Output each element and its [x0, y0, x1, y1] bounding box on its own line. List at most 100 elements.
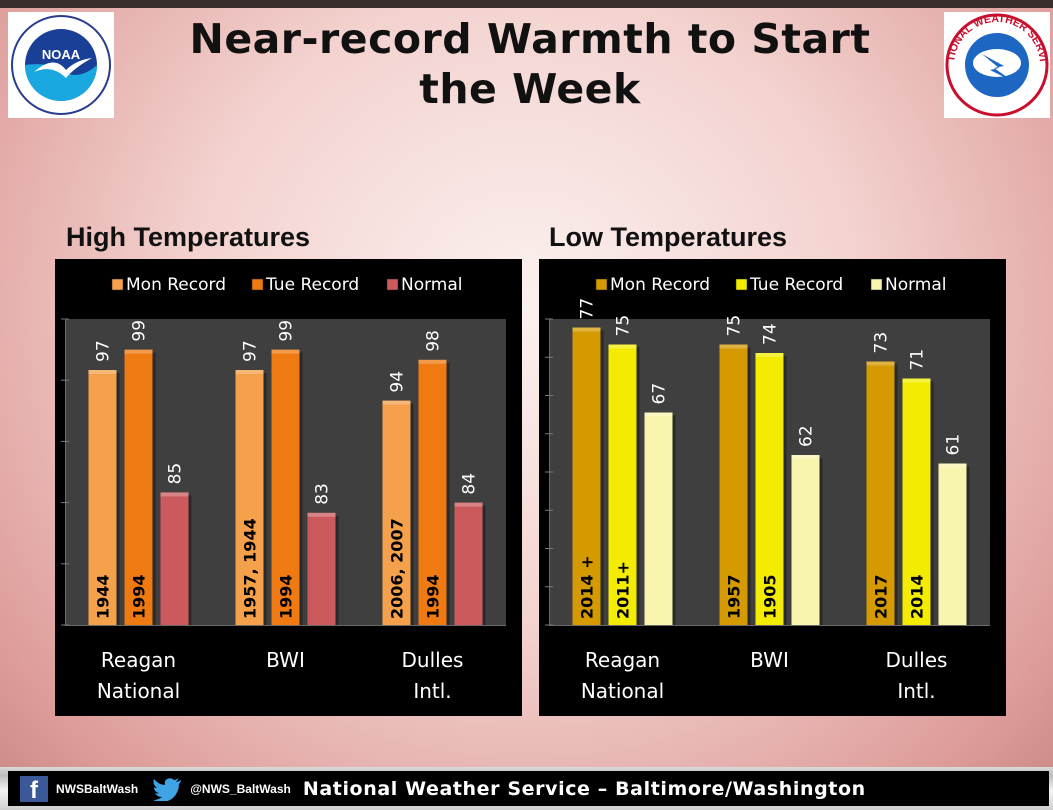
legend-swatch: [386, 278, 399, 291]
high-chart-svg: Mon Record Tue Record Normal 97 1944 99 1994 85…: [61, 275, 506, 703]
bar-value-label: 97: [94, 340, 114, 362]
bar-value-label: 83: [313, 483, 333, 505]
bar-highlight: [902, 378, 931, 383]
bar-highlight: [755, 353, 784, 357]
bar-record-year-label: 2011+: [614, 561, 633, 619]
bar-record-year-label: 1944: [94, 574, 113, 619]
legend-swatch: [870, 278, 883, 291]
high-temperatures-chart: Mon Record Tue Record Normal 97 1944 99 1994 85…: [55, 259, 522, 716]
facebook-handle[interactable]: NWSBaltWash: [56, 781, 139, 796]
bar-highlight: [382, 400, 411, 405]
bar-value-label: 74: [761, 323, 781, 345]
bar: [160, 492, 189, 625]
bar-highlight: [719, 344, 748, 349]
bar: [572, 327, 601, 625]
high-temperatures-heading: High Temperatures: [66, 222, 311, 252]
bar-value-label: 98: [424, 330, 444, 352]
x-category-label: Intl.: [413, 679, 451, 703]
noaa-logo: NOAA: [8, 12, 114, 118]
x-category-label: Reagan: [585, 648, 660, 672]
legend-swatch: [251, 278, 264, 291]
bar-highlight: [418, 359, 447, 364]
bar: [644, 412, 673, 625]
x-category-label: National: [97, 679, 180, 703]
twitter-bird-icon[interactable]: [152, 777, 182, 801]
bar-highlight: [454, 502, 483, 507]
bar-record-year-label: 1905: [761, 574, 780, 619]
bar: [938, 463, 967, 625]
low-temperatures-chart: Mon Record Tue Record Normal 77 2014 + 75 2011…: [539, 259, 1006, 716]
bar-highlight: [124, 349, 153, 354]
bar-highlight: [866, 361, 895, 366]
bar-value-label: 97: [241, 340, 261, 362]
bar-value-label: 84: [460, 473, 480, 495]
footer: f NWSBaltWash @NWS_BaltWash National Wea…: [0, 767, 1053, 810]
bar-record-year-label: 1994: [277, 574, 296, 619]
x-category-label: Dulles: [402, 648, 464, 672]
bar-highlight: [160, 492, 189, 497]
bar-highlight: [938, 463, 967, 468]
bar-value-label: 85: [166, 463, 186, 485]
facebook-icon[interactable]: f: [20, 775, 48, 804]
legend-label: Mon Record: [610, 275, 710, 295]
x-category-label: BWI: [266, 648, 305, 672]
bar: [454, 502, 483, 625]
bar-record-year-label: 2006, 2007: [388, 518, 407, 619]
bar-value-label: 67: [650, 383, 670, 405]
low-temperatures-heading: Low Temperatures: [549, 222, 788, 252]
bar-value-label: 99: [130, 320, 150, 342]
bar: [755, 353, 784, 625]
bar: [418, 359, 447, 625]
bar-highlight: [235, 370, 264, 374]
low-chart-svg: Mon Record Tue Record Normal 77 2014 + 75 2011…: [545, 275, 990, 703]
bar-value-label: 62: [797, 425, 817, 447]
bar-value-label: 71: [908, 349, 928, 371]
legend-swatch: [111, 278, 124, 291]
bar-record-year-label: 2014 +: [578, 555, 597, 619]
bar: [902, 378, 931, 625]
top-border: [0, 0, 1053, 8]
bar-value-label: 75: [725, 315, 745, 337]
legend-swatch: [595, 278, 608, 291]
bar-value-label: 73: [872, 332, 892, 354]
legend-label: Normal: [401, 275, 463, 295]
legend-label: Tue Record: [265, 275, 359, 295]
bar-value-label: 61: [944, 434, 964, 456]
bar: [866, 361, 895, 625]
bar: [608, 344, 637, 625]
legend-label: Tue Record: [749, 275, 843, 295]
twitter-handle[interactable]: @NWS_BaltWash: [190, 781, 291, 796]
bar-value-label: 94: [388, 371, 408, 393]
footer-title: National Weather Service – Baltimore/Was…: [302, 777, 866, 800]
bar-highlight: [88, 370, 117, 374]
bar: [235, 370, 264, 625]
bar: [88, 370, 117, 625]
bar: [307, 512, 336, 625]
bar: [271, 349, 300, 625]
bar: [382, 400, 411, 625]
bar-record-year-label: 2017: [872, 574, 891, 619]
x-category-label: National: [581, 679, 664, 703]
legend-swatch: [735, 278, 748, 291]
bar-highlight: [307, 512, 336, 517]
bar-value-label: 75: [614, 315, 634, 337]
x-category-label: Intl.: [897, 679, 935, 703]
nws-logo: NATIONAL WEATHER SERVICE: [944, 12, 1050, 118]
bar-highlight: [608, 344, 637, 349]
x-category-label: Dulles: [886, 648, 948, 672]
legend-label: Normal: [885, 275, 947, 295]
bar-record-year-label: 1994: [424, 574, 443, 619]
bar-record-year-label: 1994: [130, 574, 149, 619]
bar-highlight: [572, 327, 601, 332]
bar-value-label: 99: [277, 320, 297, 342]
page-title: Near-record Warmth to Start the Week: [189, 15, 871, 113]
bar-record-year-label: 1957, 1944: [241, 518, 260, 619]
bar-record-year-label: 1957: [725, 574, 744, 619]
x-category-label: BWI: [750, 648, 789, 672]
bar-highlight: [791, 455, 820, 459]
bar: [719, 344, 748, 625]
footer-bar: f NWSBaltWash @NWS_BaltWash National Wea…: [8, 771, 1049, 806]
bar-value-label: 77: [578, 298, 598, 320]
bar: [124, 349, 153, 625]
bar-record-year-label: 2014: [908, 574, 927, 619]
